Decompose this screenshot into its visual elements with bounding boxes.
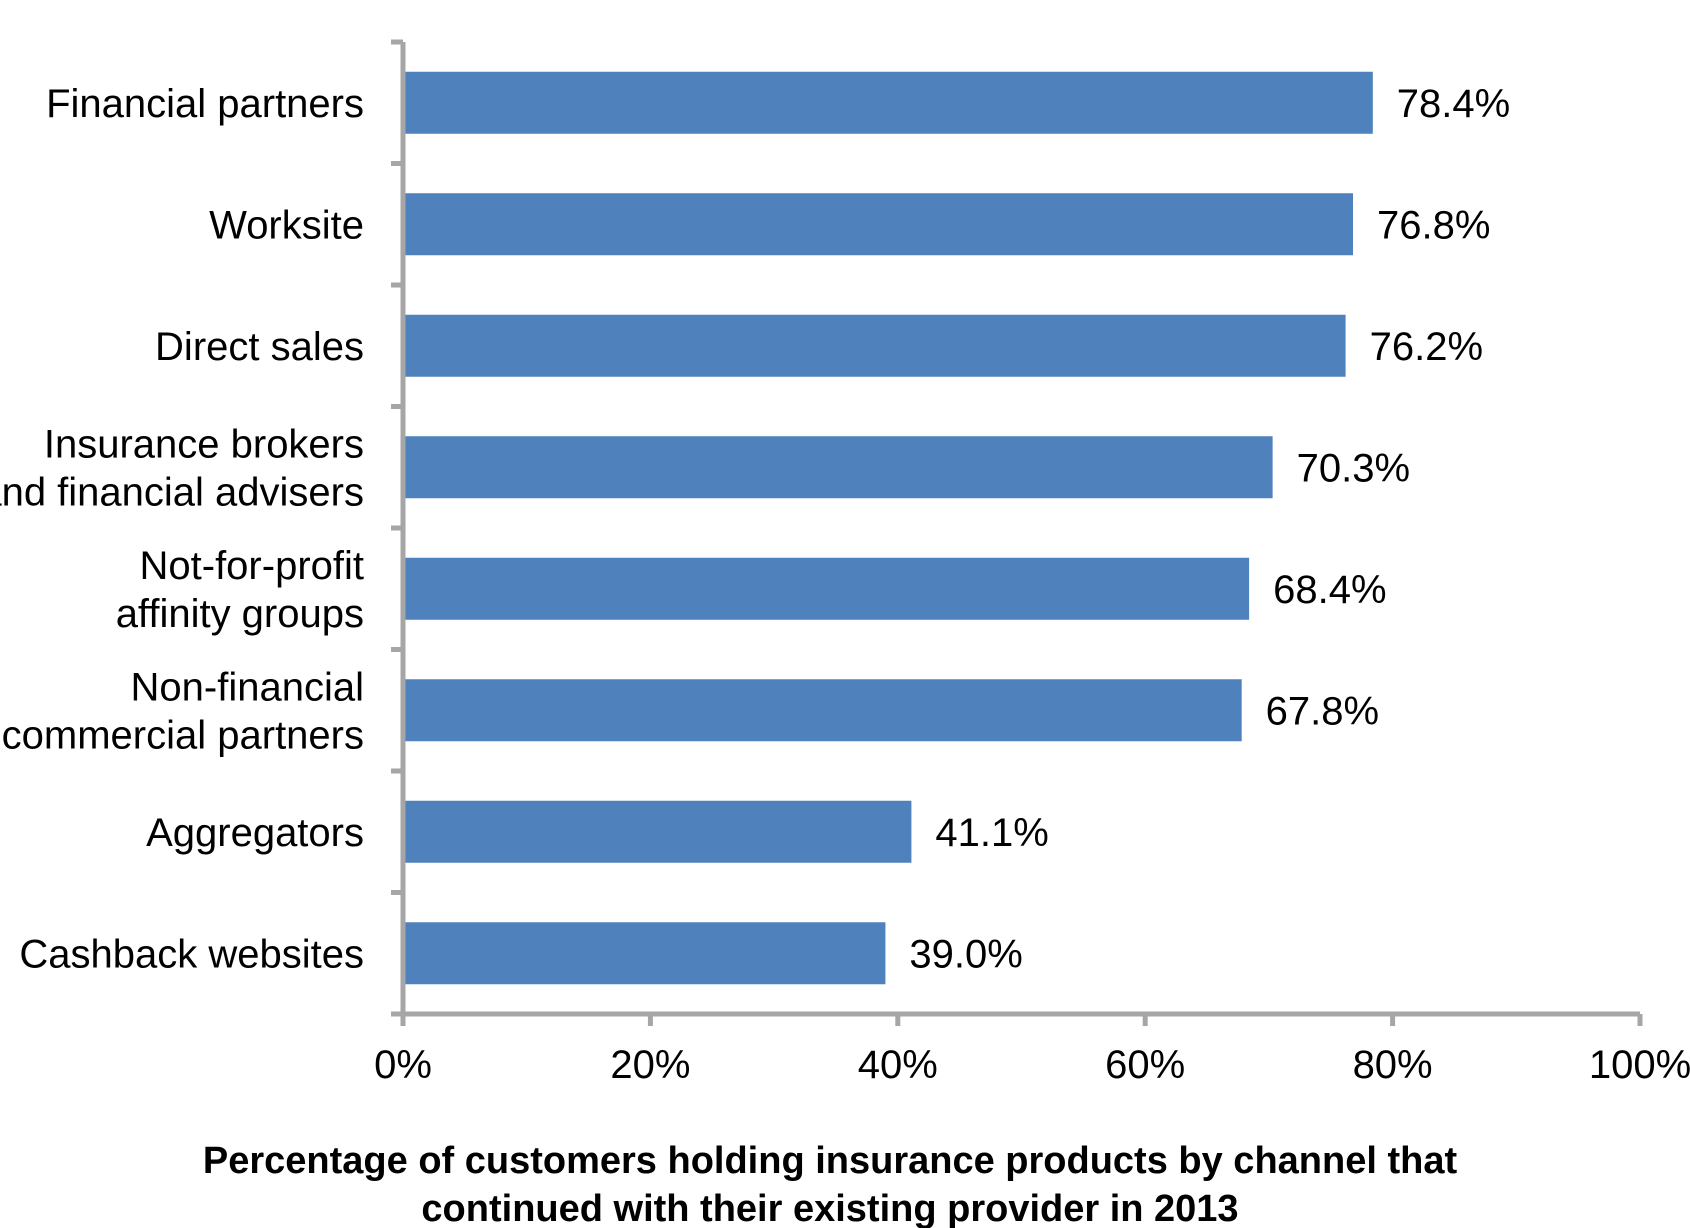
x-tick-label: 40% <box>858 1043 938 1087</box>
bar <box>405 557 1250 620</box>
value-label: 76.8% <box>1377 203 1490 247</box>
x-axis-label-line: Percentage of customers holding insuranc… <box>203 1140 1458 1182</box>
category-label: Insurance brokers <box>44 422 364 466</box>
category-label: Aggregators <box>146 811 364 855</box>
bar <box>405 314 1346 377</box>
x-tick-labels: 0% 20% 40% 60% 80% 100% <box>374 1043 1690 1087</box>
value-label: 67.8% <box>1266 689 1379 733</box>
x-tick-label: 100% <box>1589 1043 1690 1087</box>
value-label: 68.4% <box>1273 568 1386 612</box>
category-label: and financial advisers <box>0 470 364 514</box>
x-axis-label-line: continued with their existing provider i… <box>421 1188 1238 1228</box>
value-label: 41.1% <box>935 811 1048 855</box>
category-label: Worksite <box>209 203 364 247</box>
value-label: 76.2% <box>1370 325 1483 369</box>
category-labels: Financial partners Worksite Direct sales In… <box>0 82 364 977</box>
bar <box>405 679 1242 742</box>
bar <box>405 922 886 985</box>
category-label: Not-for-profit <box>140 544 365 588</box>
category-label: Cashback websites <box>19 932 364 976</box>
category-label: Direct sales <box>155 325 364 369</box>
value-label: 78.4% <box>1397 82 1510 126</box>
category-label: commercial partners <box>2 713 364 757</box>
bar <box>405 800 912 863</box>
value-label: 39.0% <box>909 932 1022 976</box>
x-tick-label: 80% <box>1353 1043 1433 1087</box>
value-labels: 78.4% 76.8% 76.2% 70.3% 68.4% 67.8% 41.1% 39.0% <box>909 82 1510 977</box>
x-tick-label: 60% <box>1105 1043 1185 1087</box>
bar <box>405 436 1273 499</box>
value-label: 70.3% <box>1297 446 1410 490</box>
x-tick-label: 0% <box>374 1043 432 1087</box>
x-tick-label: 20% <box>610 1043 690 1087</box>
x-axis-label: Percentage of customers holding insuranc… <box>203 1140 1458 1228</box>
category-label: affinity groups <box>116 592 364 636</box>
category-label: Financial partners <box>46 82 364 126</box>
category-label: Non-financial <box>131 665 364 709</box>
axes-group <box>391 39 1643 1026</box>
bars-group <box>405 71 1373 985</box>
bar <box>405 193 1354 256</box>
bar <box>405 71 1373 134</box>
